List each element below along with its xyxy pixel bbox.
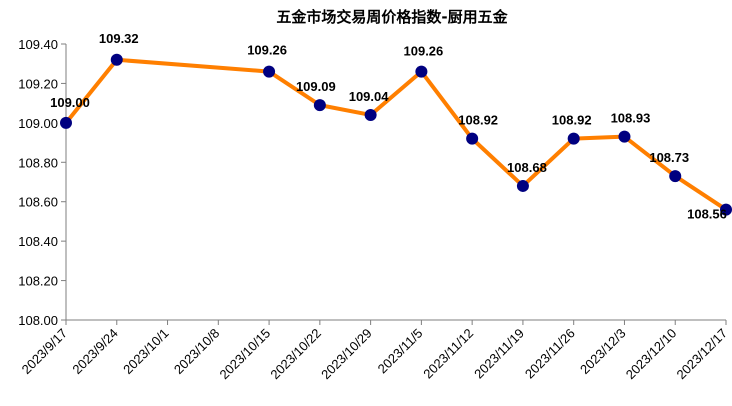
data-point — [364, 108, 377, 121]
x-tick-label: 2023/9/24 — [69, 326, 121, 378]
series-line — [64, 57, 728, 212]
axes — [61, 43, 727, 325]
data-point — [669, 170, 682, 183]
x-tick-label: 2023/10/22 — [267, 326, 324, 383]
x-tick-label: 2023/12/17 — [673, 326, 730, 383]
data-point — [618, 130, 631, 143]
y-tick-label: 108.60 — [18, 195, 58, 210]
data-label: 108.56 — [687, 207, 727, 222]
data-label: 109.26 — [404, 44, 444, 59]
data-point — [415, 65, 428, 78]
data-labels: 109.00 109.32 109.26 109.09 109.04 109.26 108.… — [50, 31, 727, 222]
data-label: 108.93 — [611, 111, 651, 126]
data-label: 109.09 — [296, 79, 336, 94]
data-point — [60, 116, 72, 129]
data-point — [110, 53, 123, 66]
y-tick-label: 108.40 — [18, 234, 58, 249]
y-tick-labels: 109.40 109.20 109.00 108.80 108.60 108.40 108.… — [18, 37, 58, 328]
y-tick-label: 109.00 — [18, 116, 58, 131]
data-point — [567, 132, 580, 145]
x-tick-label: 2023/11/19 — [471, 326, 527, 382]
x-tick-label: 2023/10/1 — [120, 326, 172, 378]
x-tick-label: 2023/11/12 — [420, 326, 476, 382]
data-label: 109.00 — [50, 95, 90, 110]
data-point — [263, 65, 276, 78]
y-tick-label: 108.20 — [18, 274, 58, 289]
x-tick-labels: 2023/9/17 2023/9/24 2023/10/1 2023/10/82023… — [19, 326, 731, 383]
x-tick-label: 2023/11/26 — [522, 326, 578, 382]
data-label: 108.92 — [458, 113, 498, 128]
x-tick-label: 2023/12/10 — [623, 326, 680, 383]
data-point — [720, 203, 732, 216]
y-tick-label: 109.20 — [18, 76, 58, 91]
y-tick-label: 108.00 — [18, 313, 58, 328]
x-tick-label: 2023/9/17 — [19, 326, 71, 378]
x-tick-label: 2023/11/5 — [375, 326, 426, 377]
x-tick-label: 2023/10/29 — [318, 326, 375, 383]
x-tick-label: 2023/12/3 — [577, 326, 629, 378]
x-tick-label: 2023/10/8 — [171, 326, 223, 378]
data-label: 109.26 — [247, 43, 287, 58]
data-point — [516, 179, 529, 192]
data-point — [313, 99, 326, 112]
data-label: 109.04 — [349, 89, 390, 104]
data-label: 108.92 — [552, 113, 592, 128]
chart-title: 五金市场交易周价格指数-厨用五金 — [276, 8, 508, 26]
data-label: 109.32 — [99, 31, 139, 46]
data-point — [466, 132, 479, 145]
y-tick-label: 109.40 — [18, 37, 58, 52]
x-tick-label: 2023/10/15 — [217, 326, 274, 383]
data-label: 108.73 — [649, 150, 689, 165]
data-label: 108.68 — [507, 160, 547, 175]
series — [60, 53, 732, 216]
y-tick-label: 108.80 — [18, 155, 58, 170]
